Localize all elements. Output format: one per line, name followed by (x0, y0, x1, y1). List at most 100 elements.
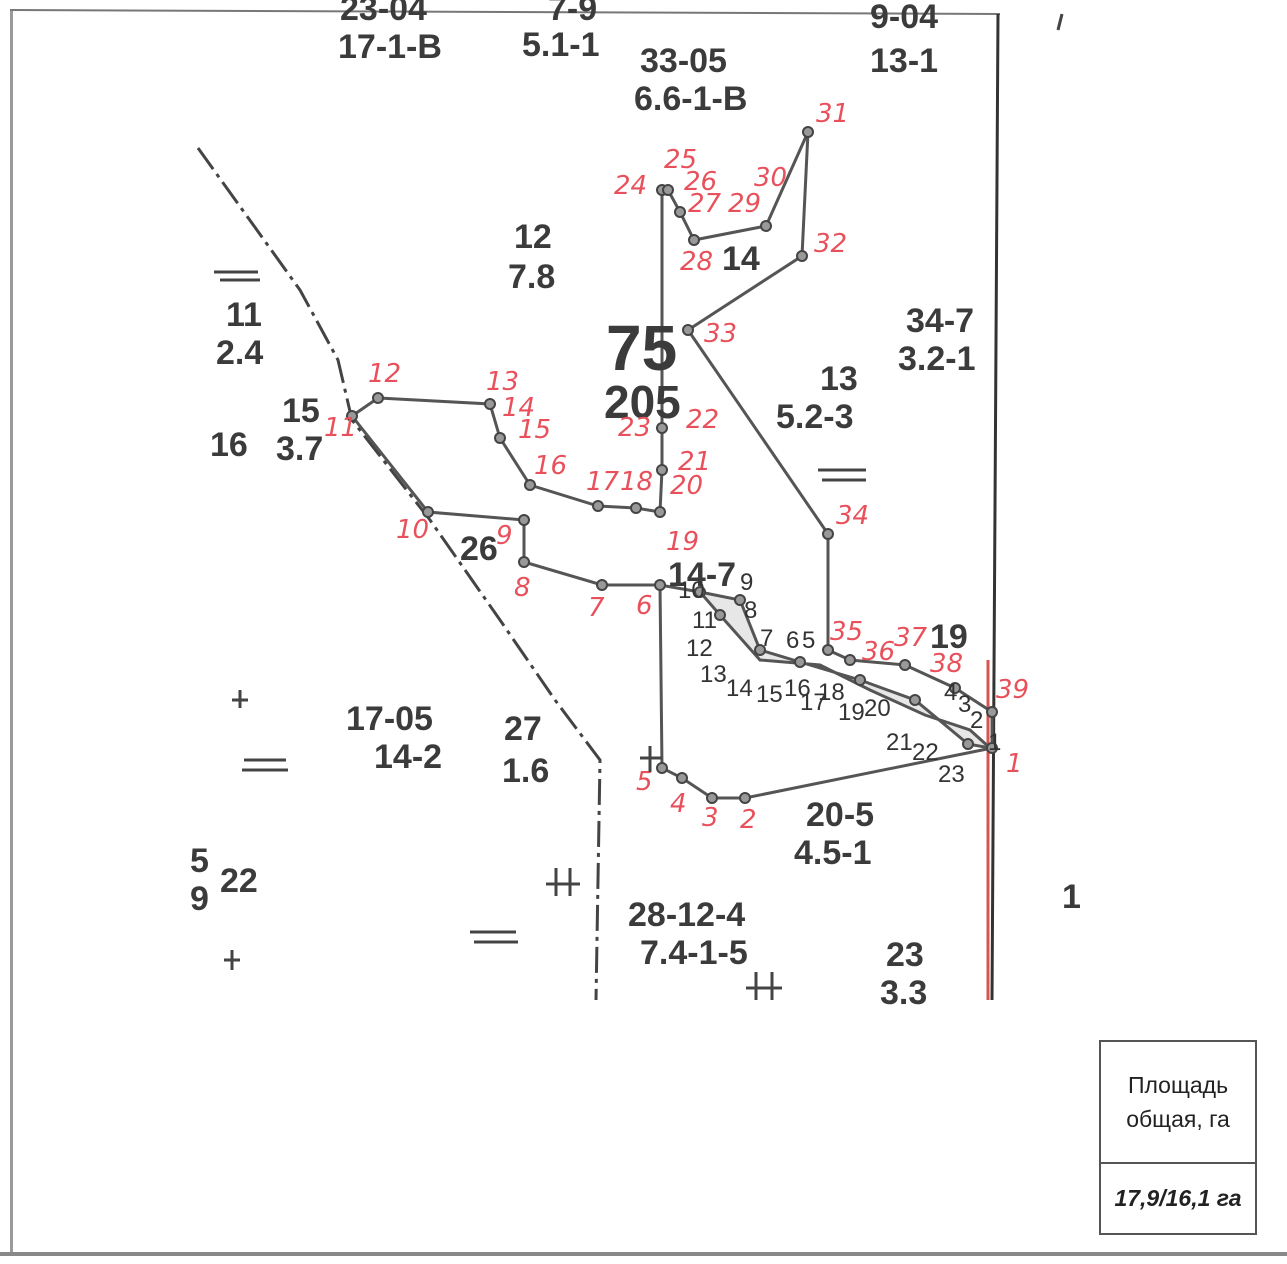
area-label-a1-line2: 17-1-В (338, 28, 442, 66)
vertex-label-10: 10 (396, 515, 429, 545)
vertex-label-22: 22 (686, 405, 719, 435)
area-label-a7-line1: 34-7 (906, 302, 974, 340)
area-label-a2-line2: 5.1-1 (522, 26, 600, 64)
area-label-a6-line1: 11 (226, 296, 262, 334)
vertex-label-37: 37 (894, 623, 928, 653)
road-dashed-line (196, 147, 602, 1001)
vertex-label-26: 26 (684, 167, 717, 197)
main-parcel-number: 75 (606, 312, 677, 384)
terrain-symbols (214, 270, 866, 1000)
inner-label-12: 12 (686, 635, 713, 662)
area-label-a16-line2: 9 (190, 880, 209, 918)
area-label-a6-line2: 2.4 (216, 334, 263, 372)
area-label-a16-line1: 5 (190, 842, 209, 880)
vertex-label-6: 6 (636, 591, 653, 621)
inner-label-8: 8 (744, 597, 757, 624)
area-label-a9-line2: 3.7 (276, 430, 323, 468)
area-label-a8-line2: 5.2-3 (776, 398, 854, 436)
vertex-label-35: 35 (830, 617, 863, 647)
area-label-a10: 16 (210, 426, 248, 464)
vertex-label-5: 5 (636, 767, 653, 797)
area-label-a4-line2: 13-1 (870, 42, 938, 80)
vertex-label-9: 9 (496, 521, 513, 551)
vertex-label-16: 16 (534, 451, 567, 481)
inner-label-7: 7 (760, 625, 773, 652)
area-label-a19-line2: 3.3 (880, 974, 927, 1012)
inner-label-2: 2 (970, 707, 983, 734)
inner-label-18: 18 (818, 679, 845, 706)
inner-label-23: 23 (938, 761, 965, 788)
inner-label-14: 14 (726, 675, 753, 702)
area-label-a9-line1: 15 (282, 392, 320, 430)
area-label-a21: 19 (930, 618, 968, 656)
inner-label-13: 13 (700, 661, 727, 688)
legend-header: Площадь общая, га (1101, 1042, 1255, 1164)
vertex-label-17: 17 (586, 467, 620, 497)
vertex-label-34: 34 (836, 501, 869, 531)
vertex-label-14: 14 (502, 393, 535, 423)
vertex-label-8: 8 (514, 573, 531, 603)
inner-parcel-boundary (659, 583, 995, 751)
vertex-label-4: 4 (670, 789, 687, 819)
area-label-a13-line2: 14-2 (374, 738, 442, 776)
vertex-label-39: 39 (996, 675, 1029, 705)
inner-label-15: 15 (756, 681, 783, 708)
vertex-labels: 1 2 3 4 5 6 7 8 9 10 11 12 13 14 15 16 1… (324, 99, 1029, 835)
frame-bottom-line (0, 1252, 1287, 1256)
area-label-a3-line2: 6.6-1-В (634, 80, 747, 118)
vertex-label-20: 20 (670, 471, 703, 501)
vertex-label-12: 12 (368, 359, 401, 389)
area-label-a18-line1: 28-12-4 (628, 896, 745, 934)
vertex-label-18: 18 (620, 467, 653, 497)
area-label-a15-line1: 20-5 (806, 796, 874, 834)
area-label-a1-line1: 23-04 (340, 0, 427, 28)
vertex-markers (346, 126, 998, 804)
inner-label-22: 22 (912, 739, 939, 766)
vertex-label-3: 3 (702, 803, 719, 833)
inner-label-10: 10 (678, 577, 705, 604)
inner-label-6: 6 (786, 627, 799, 654)
vertex-label-23: 23 (618, 413, 651, 443)
area-label-a5-line1: 12 (514, 218, 552, 256)
frame-left-border (10, 10, 13, 1254)
vertex-label-33: 33 (704, 319, 737, 349)
area-label-a14-line2: 1.6 (502, 752, 549, 790)
block-boundary-right (990, 13, 1000, 1001)
vertex-label-36: 36 (862, 637, 895, 667)
inner-label-4: 4 (944, 679, 957, 706)
legend-total-area: 17,9/16,1 га (1114, 1185, 1242, 1212)
area-label-a12: 26 (460, 530, 498, 568)
area-label-a11: 14 (722, 240, 760, 278)
vertex-label-19: 19 (666, 527, 699, 557)
inner-label-11: 11 (692, 607, 717, 634)
main-parcel-area: 205 (604, 376, 681, 428)
inner-label-9: 9 (740, 569, 753, 596)
area-label-a8-line1: 13 (820, 360, 858, 398)
vertex-label-30: 30 (754, 163, 787, 193)
vertex-label-2: 2 (740, 805, 757, 835)
area-label-a19-line1: 23 (886, 936, 924, 974)
area-label-a14-line1: 27 (504, 710, 542, 748)
area-label-a3-line1: 33-05 (640, 42, 727, 80)
area-label-a5-line2: 7.8 (508, 258, 555, 296)
area-label-a22: 1 (1062, 878, 1081, 916)
frame-top-line (9, 9, 1001, 15)
inner-label-17: 17 (800, 689, 827, 716)
inner-vertex-labels: 1 2 3 4 5 6 7 8 9 10 11 12 13 14 15 16 1… (678, 569, 1001, 788)
inner-label-20: 20 (864, 695, 891, 722)
area-label-a17: 22 (220, 862, 258, 900)
area-label-a4-line1: 9-04 (870, 0, 938, 36)
area-label-a7-line2: 3.2-1 (898, 340, 976, 378)
vertex-label-31: 31 (816, 99, 849, 129)
vertex-label-38: 38 (930, 649, 963, 679)
tick-mark (1056, 13, 1064, 31)
inner-label-5: 5 (802, 627, 815, 654)
area-label-a20: 14-7 (668, 556, 736, 594)
vertex-label-1: 1 (1006, 749, 1023, 779)
vertex-label-24: 24 (614, 171, 647, 201)
vertex-label-29: 29 (728, 189, 761, 219)
vertex-label-7: 7 (588, 593, 605, 623)
inner-label-1: 1 (988, 729, 1001, 756)
